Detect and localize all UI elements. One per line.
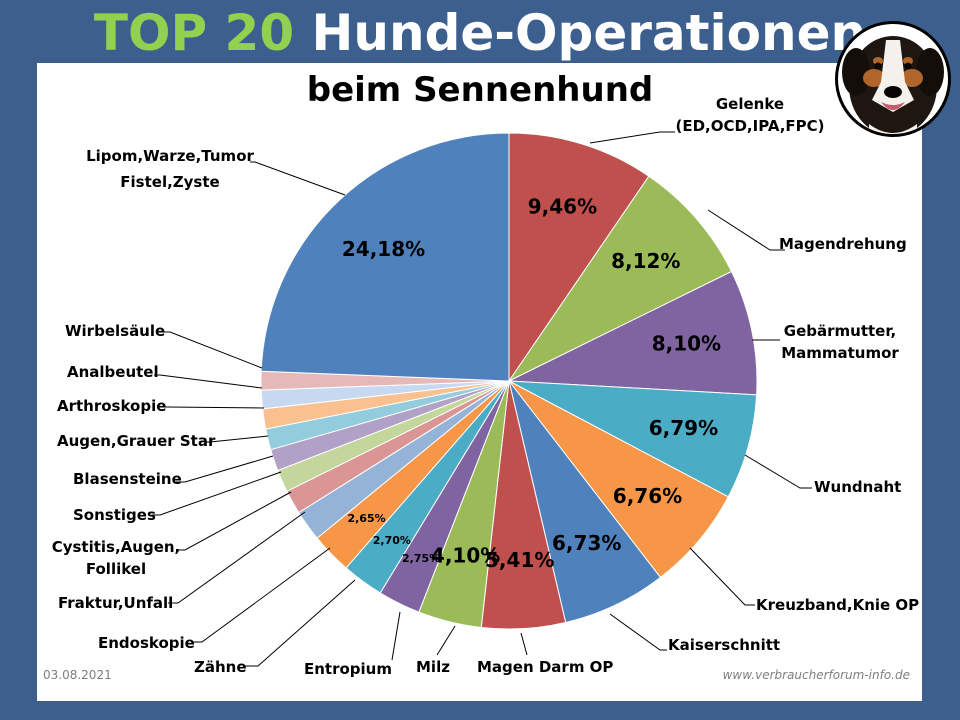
label-zaehne: Zähne [194,658,247,676]
leader-cystitis [178,491,292,551]
label-kaiserschnitt: Kaiserschnitt [668,636,781,654]
leader-entropium [391,611,401,661]
footer-date: 03.08.2021 [43,668,112,682]
leader-endoskopie [192,547,331,643]
label-sonstiges: Sonstiges [73,506,156,524]
leader-analbeutel [154,374,263,389]
leader-milz [436,625,456,656]
pie-slice [508,380,729,579]
title-accent: TOP 20 [93,4,295,62]
leader-wirbelsaeule [163,331,263,369]
slice-value-label: 4,10% [431,543,500,567]
main-title: TOP 20 Hunde-Operationen [0,2,960,64]
leader-arthroskopie [160,406,265,409]
leader-kaiserschnitt [609,613,667,651]
slice-value-label: 8,10% [652,331,721,355]
label-augen: Augen,Grauer Star [57,432,216,450]
label-magendrehung: Magendrehung [779,235,907,253]
label-fraktur: Fraktur,Unfall [58,594,174,612]
label-magendarm: Magen Darm OP [477,658,614,676]
slice-value-label: 24,18% [342,237,425,261]
slice-value-label: 2,65% [347,512,385,525]
label-wirbelsaeule: Wirbelsäule [65,322,166,340]
slice-value-label: 8,12% [611,249,680,273]
title-rest: Hunde-Operationen [311,4,867,62]
label-milz: Milz [416,658,450,676]
slice-value-label: 5,41% [485,548,554,572]
label-gelenke: Gelenke (ED,OCD,IPA,FPC) [675,95,825,135]
slice-value-label: 6,79% [649,416,718,440]
label-gebaermutter: Gebärmutter, Mammatumor [781,322,899,362]
pie-slice [507,175,733,383]
label-entropium: Entropium [304,660,392,678]
pie-slice [260,132,510,382]
leader-wundnaht [744,454,812,489]
leader-magendrehung [707,209,785,251]
slice-value-label: 2,75% [402,552,440,565]
leader-blasensteine [176,455,274,483]
label-analbeutel: Analbeutel [67,363,159,381]
label-endoskopie: Endoskopie [98,634,195,652]
pie-slice [508,380,662,624]
slice-value-label: 6,73% [552,531,621,555]
footer-website: www.verbraucherforum-info.de [722,668,910,682]
label-arthroskopie: Arthroskopie [57,397,167,415]
leader-magendarm [520,632,528,656]
label-cystitis: Cystitis,Augen, Follikel [51,538,181,578]
slice-value-label: 6,76% [613,484,682,508]
label-lipom: Lipom,Warze,Tumor Fistel,Zyste [86,147,254,191]
pie-slice [508,380,758,498]
leader-kreuzband [689,547,755,606]
leader-zaehne [245,579,356,667]
label-blasensteine: Blasensteine [73,470,182,488]
leader-gelenke [589,131,675,144]
pie-slice [508,132,650,383]
leader-augen [205,435,269,443]
dog-avatar [835,21,951,137]
label-kreuzband: Kreuzband,Knie OP [756,596,920,614]
subtitle: beim Sennenhund [306,70,654,110]
pie-slice [507,270,758,396]
slice-value-label: 2,70% [373,534,411,547]
label-wundnaht: Wundnaht [814,478,902,496]
leader-fraktur [168,511,306,604]
leader-sonstiges [152,471,282,516]
slice-value-label: 9,46% [528,195,597,219]
leader-lipom [250,161,346,196]
